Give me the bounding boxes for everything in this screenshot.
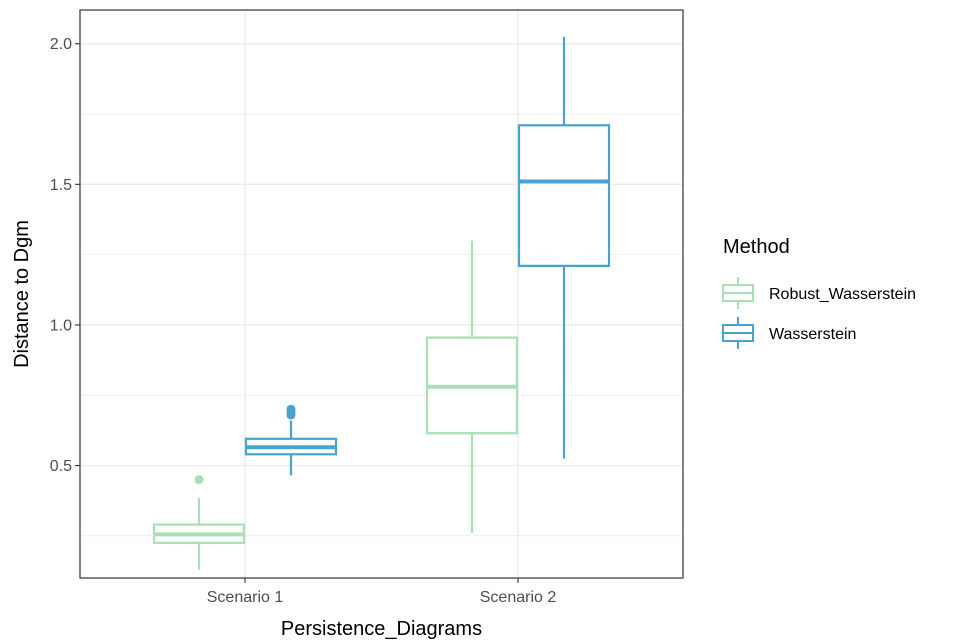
box-wasserstein bbox=[517, 36, 611, 459]
y-tick-label: 1.5 bbox=[50, 177, 72, 194]
outlier-point bbox=[194, 475, 204, 485]
legend-key-robust-wasserstein bbox=[722, 277, 754, 309]
legend: Method Robust_Wasserstein Wasserstein bbox=[722, 236, 916, 349]
box-body bbox=[517, 124, 611, 267]
y-axis-title: Distance to Dgm bbox=[11, 220, 33, 368]
outlier-point bbox=[286, 404, 296, 414]
legend-key-wasserstein bbox=[722, 317, 754, 349]
x-tick-label: Scenario 1 bbox=[207, 589, 284, 606]
y-tick-label: 0.5 bbox=[50, 458, 72, 475]
y-tick-label: 2.0 bbox=[50, 36, 72, 53]
legend-label: Robust_Wasserstein bbox=[769, 286, 916, 303]
box-robust-wasserstein bbox=[425, 240, 519, 534]
axis-layer: 0.5 1.0 1.5 2.0 Scenario 1 Scenario 2 bbox=[50, 36, 557, 606]
grid-layer bbox=[80, 10, 683, 578]
box-robust-wasserstein bbox=[152, 475, 246, 570]
box-layer bbox=[152, 36, 611, 570]
legend-title: Method bbox=[723, 236, 790, 258]
y-tick-label: 1.0 bbox=[50, 317, 72, 334]
panel-border bbox=[79, 9, 684, 579]
x-axis-title: Persistence_Diagrams bbox=[281, 618, 482, 640]
box-wasserstein bbox=[244, 404, 338, 476]
x-tick-label: Scenario 2 bbox=[480, 589, 557, 606]
legend-label: Wasserstein bbox=[769, 326, 856, 343]
